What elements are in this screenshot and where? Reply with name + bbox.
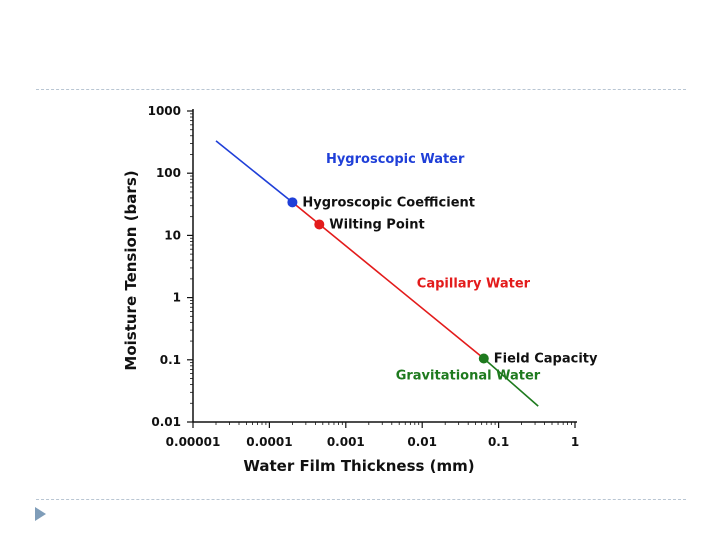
- y-tick-label: 1: [173, 291, 181, 305]
- data-point: [287, 197, 298, 208]
- series-lines: [215, 140, 539, 407]
- y-axis-title: Moisture Tension (bars): [122, 170, 140, 370]
- y-tick-label: 0.1: [160, 353, 181, 367]
- annotation-labels: Hygroscopic Water Capillary Water Gravitat…: [326, 152, 541, 383]
- y-tick-label: 0.01: [151, 415, 181, 429]
- data-point: [314, 219, 325, 230]
- triangle-right-icon: [35, 507, 46, 521]
- y-tick-label: 1000: [148, 104, 181, 118]
- y-axis-ticks: 0.01 0.1 1 10 100 1000: [148, 104, 193, 429]
- series-line: [483, 357, 539, 407]
- highlight-points: Hygroscopic Coefficient Wilting Point Fiel…: [287, 195, 598, 366]
- data-point: [478, 353, 489, 364]
- x-tick-label: 1: [571, 435, 579, 449]
- y-tick-label: 10: [164, 228, 181, 242]
- region-annotation: Capillary Water: [417, 277, 531, 292]
- x-tick-label: 0.1: [488, 435, 509, 449]
- x-tick-label: 0.0001: [246, 435, 292, 449]
- region-annotation: Hygroscopic Water: [326, 152, 465, 167]
- point-label: Field Capacity: [494, 351, 598, 366]
- x-tick-label: 0.01: [407, 435, 437, 449]
- x-axis-ticks: 0.00001 0.0001 0.001 0.01 0.1 1: [166, 422, 579, 449]
- series-line: [291, 201, 485, 360]
- y-tick-label: 100: [156, 166, 181, 180]
- point-label: Hygroscopic Coefficient: [302, 195, 475, 210]
- x-tick-label: 0.001: [327, 435, 365, 449]
- point-label: Wilting Point: [329, 217, 424, 232]
- region-annotation: Gravitational Water: [396, 369, 541, 384]
- x-tick-label: 0.00001: [166, 435, 221, 449]
- x-axis-title: Water Film Thickness (mm): [243, 457, 474, 475]
- series-line: [215, 140, 293, 203]
- top-divider: [36, 89, 686, 90]
- bottom-divider: [36, 499, 686, 500]
